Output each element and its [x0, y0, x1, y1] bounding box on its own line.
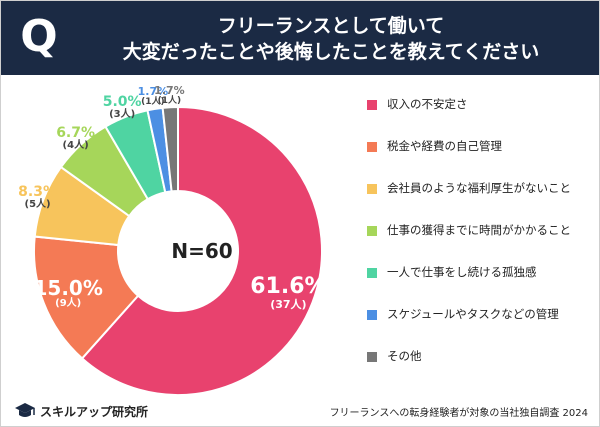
brand-name: スキルアップ研究所	[40, 405, 149, 419]
slice-percent-4: 6.7%	[56, 125, 96, 142]
legend-label: 税金や経費の自己管理	[387, 139, 502, 153]
legend-item-6: スケジュールやタスクなどの管理	[367, 306, 597, 326]
slice-count-5: (3人)	[109, 108, 136, 120]
slice-label-2: 15.0% (9人)	[34, 278, 103, 309]
legend-item-7: その他	[367, 348, 597, 368]
sample-size-label: N=60	[171, 239, 233, 263]
chart-title-line1: フリーランスとして働いて	[217, 15, 445, 37]
legend-label: 収入の不安定さ	[387, 97, 468, 111]
slice-percent-1: 61.6%	[250, 274, 327, 300]
slice-label-6: 1.7% (1人)	[138, 86, 169, 107]
slice-count-4: (4人)	[62, 140, 89, 152]
legend-item-4: 仕事の獲得までに時間がかかること	[367, 222, 597, 242]
legend-swatch	[367, 100, 377, 110]
slice-2	[33, 235, 140, 360]
slice-7	[161, 105, 179, 193]
legend-label: スケジュールやタスクなどの管理	[387, 307, 559, 321]
slice-label-4: 6.7% (4人)	[56, 126, 95, 151]
slice-label-3: 8.3% (5人)	[18, 185, 57, 210]
slice-count-2: (9人)	[55, 298, 82, 310]
slice-count-6: (1人)	[141, 97, 165, 108]
slice-count-1: (37人)	[270, 298, 307, 312]
slice-percent-7: 1.7%	[154, 83, 185, 97]
donut-chart	[33, 105, 323, 396]
legend-label: 仕事の獲得までに時間がかかること	[387, 223, 571, 237]
q-badge: Q	[20, 11, 58, 62]
slice-count-3: (5人)	[24, 199, 51, 211]
legend-swatch	[367, 184, 377, 194]
legend-label: 一人で仕事をし続ける孤独感	[387, 265, 537, 279]
chart-title-line2: 大変だったことや後悔したことを教えてください	[122, 41, 540, 63]
legend-item-5: 一人で仕事をし続ける孤独感	[367, 264, 597, 284]
legend-swatch	[367, 226, 377, 236]
slice-label-7: 1.7% (1人)	[154, 85, 185, 106]
legend-item-2: 税金や経費の自己管理	[367, 138, 597, 158]
slice-percent-3: 8.3%	[18, 184, 57, 201]
slice-1	[80, 105, 323, 396]
chart-title: フリーランスとして働いて 大変だったことや後悔したことを教えてください	[81, 13, 581, 65]
question-header: Q フリーランスとして働いて 大変だったことや後悔したことを教えてください	[1, 1, 599, 75]
slice-percent-6: 1.7%	[137, 85, 169, 99]
legend-label: その他	[387, 349, 422, 363]
slice-count-7: (1人)	[157, 95, 182, 106]
legend-swatch	[367, 142, 377, 152]
slice-label-1: 61.6% (37人)	[250, 274, 327, 312]
legend-item-1: 収入の不安定さ	[367, 96, 597, 116]
slice-percent-5: 5.0%	[102, 93, 142, 110]
legend-label: 会社員のような福利厚生がないこと	[387, 181, 571, 195]
slice-percent-2: 15.0%	[33, 276, 103, 301]
legend-swatch	[367, 310, 377, 320]
slice-label-5: 5.0% (3人)	[103, 95, 142, 120]
legend-swatch	[367, 268, 377, 278]
source-note: フリーランスへの転身経験者が対象の当社独自調査 2024	[329, 408, 588, 419]
graduation-cap-icon	[15, 403, 35, 417]
legend-swatch	[367, 352, 377, 362]
legend-item-3: 会社員のような福利厚生がないこと	[367, 180, 597, 200]
